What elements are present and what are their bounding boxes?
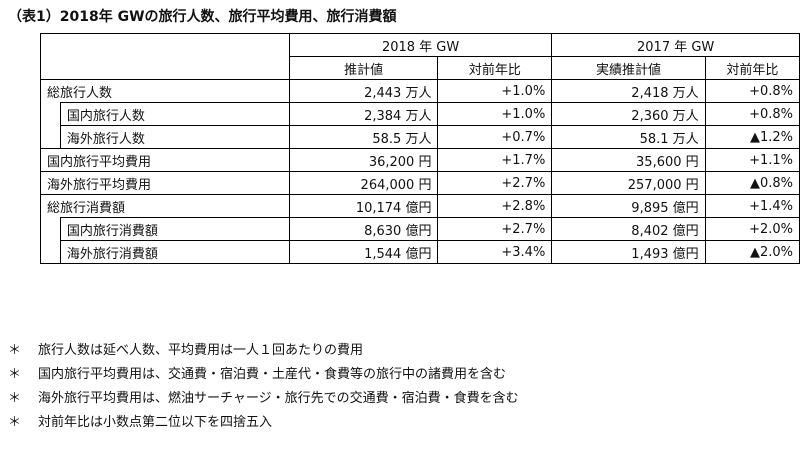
value-2017: 2,360 万人 xyxy=(551,102,706,126)
footnote-text: 海外旅行平均費用は、燃油サーチャージ・旅行先での交通費・宿泊費・食費を含む xyxy=(38,391,519,406)
table-title: （表1）2018年 GWの旅行人数、旅行平均費用、旅行消費額 xyxy=(8,9,397,25)
footnote: ＊ 旅行人数は延べ人数、平均費用は一人１回あたりの費用 xyxy=(8,339,519,363)
yoy-2017: ▲1.2% xyxy=(704,125,800,149)
yoy-2018: +2.8% xyxy=(437,194,553,218)
table-row: 総旅行消費額 10,174 億円 +2.8% 9,895 億円 +1.4% xyxy=(40,194,800,218)
value-2018: 36,200 円 xyxy=(288,148,439,172)
yoy-2017: +1.1% xyxy=(704,148,800,172)
yoy-2017: +0.8% xyxy=(704,102,800,126)
header-row-years: 2018 年 GW 2017 年 GW xyxy=(40,33,800,80)
indent-spacer xyxy=(40,102,61,126)
indent-spacer xyxy=(40,240,61,264)
yoy-2018: +1.0% xyxy=(437,102,553,126)
table-row: 国内旅行消費額 8,630 億円 +2.7% 8,402 億円 +2.0% xyxy=(40,217,800,241)
indent-spacer xyxy=(40,217,61,241)
indent-spacer xyxy=(40,125,61,149)
yoy-2017: ▲2.0% xyxy=(704,240,800,264)
header-2017-group: 2017 年 GW xyxy=(551,33,800,57)
footnote: ＊ 国内旅行平均費用は、交通費・宿泊費・土産代・食費等の旅行中の諸費用を含む xyxy=(8,363,519,387)
footnote-mark: ＊ xyxy=(8,343,22,358)
table-row: 海外旅行消費額 1,544 億円 +3.4% 1,493 億円 ▲2.0% xyxy=(40,240,800,264)
header-actual-estimate: 実績推計値 xyxy=(551,56,706,80)
header-yoy-2018: 対前年比 xyxy=(437,56,553,80)
value-2017: 35,600 円 xyxy=(551,148,706,172)
row-label: 総旅行人数 xyxy=(40,79,290,103)
value-2017: 58.1 万人 xyxy=(551,125,706,149)
yoy-2017: ▲0.8% xyxy=(704,171,800,195)
value-2017: 2,418 万人 xyxy=(551,79,706,103)
value-2018: 8,630 億円 xyxy=(288,217,439,241)
value-2018: 264,000 円 xyxy=(288,171,439,195)
row-label: 国内旅行消費額 xyxy=(59,217,290,241)
yoy-2018: +1.7% xyxy=(437,148,553,172)
row-label: 総旅行消費額 xyxy=(40,194,290,218)
yoy-2017: +0.8% xyxy=(704,79,800,103)
value-2018: 2,443 万人 xyxy=(288,79,439,103)
table-row: 海外旅行平均費用 264,000 円 +2.7% 257,000 円 ▲0.8% xyxy=(40,171,800,195)
footnote-text: 対前年比は小数点第二位以下を四捨五入 xyxy=(38,415,273,430)
yoy-2018: +0.7% xyxy=(437,125,553,149)
header-yoy-2017: 対前年比 xyxy=(704,56,800,80)
table-row: 国内旅行平均費用 36,200 円 +1.7% 35,600 円 +1.1% xyxy=(40,148,800,172)
row-label: 海外旅行人数 xyxy=(59,125,290,149)
travel-statistics-table: 2018 年 GW 2017 年 GW 推計値 対前年比 実績推計値 対前年比 … xyxy=(40,33,800,264)
footnote-text: 旅行人数は延べ人数、平均費用は一人１回あたりの費用 xyxy=(38,343,364,358)
header-2018-group: 2018 年 GW xyxy=(288,33,553,57)
footnote-mark: ＊ xyxy=(8,391,22,406)
header-row-columns: 推計値 対前年比 実績推計値 対前年比 xyxy=(41,56,800,80)
value-2018: 10,174 億円 xyxy=(288,194,439,218)
value-2018: 2,384 万人 xyxy=(288,102,439,126)
value-2017: 8,402 億円 xyxy=(551,217,706,241)
table-row: 海外旅行人数 58.5 万人 +0.7% 58.1 万人 ▲1.2% xyxy=(40,125,800,149)
footnote: ＊ 対前年比は小数点第二位以下を四捨五入 xyxy=(8,411,519,435)
header-estimate: 推計値 xyxy=(288,56,439,80)
table-row: 国内旅行人数 2,384 万人 +1.0% 2,360 万人 +0.8% xyxy=(40,102,800,126)
footnote-text: 国内旅行平均費用は、交通費・宿泊費・土産代・食費等の旅行中の諸費用を含む xyxy=(38,367,507,382)
row-label: 国内旅行人数 xyxy=(59,102,290,126)
yoy-2018: +3.4% xyxy=(437,240,553,264)
row-label: 海外旅行消費額 xyxy=(59,240,290,264)
table-row: 総旅行人数 2,443 万人 +1.0% 2,418 万人 +0.8% xyxy=(40,79,800,103)
header-corner-cell xyxy=(40,33,290,80)
row-label: 国内旅行平均費用 xyxy=(40,148,290,172)
value-2018: 58.5 万人 xyxy=(288,125,439,149)
yoy-2017: +1.4% xyxy=(704,194,800,218)
yoy-2018: +2.7% xyxy=(437,171,553,195)
footnote-mark: ＊ xyxy=(8,367,22,382)
value-2017: 257,000 円 xyxy=(551,171,706,195)
footnote-mark: ＊ xyxy=(8,415,22,430)
yoy-2018: +2.7% xyxy=(437,217,553,241)
row-label: 海外旅行平均費用 xyxy=(40,171,290,195)
value-2018: 1,544 億円 xyxy=(288,240,439,264)
value-2017: 1,493 億円 xyxy=(551,240,706,264)
value-2017: 9,895 億円 xyxy=(551,194,706,218)
footnote: ＊ 海外旅行平均費用は、燃油サーチャージ・旅行先での交通費・宿泊費・食費を含む xyxy=(8,387,519,411)
footnotes: ＊ 旅行人数は延べ人数、平均費用は一人１回あたりの費用 ＊ 国内旅行平均費用は、交通… xyxy=(8,339,519,435)
yoy-2017: +2.0% xyxy=(704,217,800,241)
yoy-2018: +1.0% xyxy=(437,79,553,103)
